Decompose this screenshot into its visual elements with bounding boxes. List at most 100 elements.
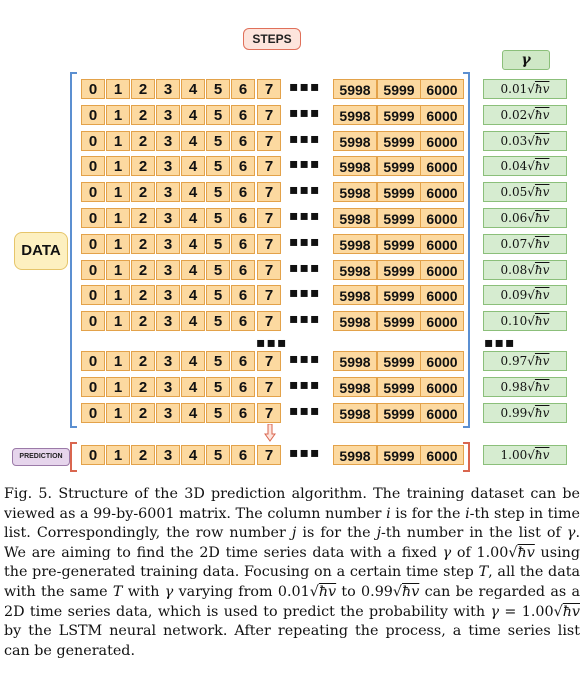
- gamma-ellipsis: ▪▪▪: [484, 335, 516, 351]
- sqrt-icon: √: [527, 82, 535, 96]
- step-cell: 2: [131, 351, 155, 371]
- gamma-value: 0.99√ħv: [483, 402, 567, 423]
- step-cell: 4: [181, 402, 205, 423]
- step-cell: 2: [131, 156, 155, 177]
- step-cell: 5998: [333, 445, 377, 465]
- step-cell: 1: [106, 104, 130, 125]
- step-cell: 4: [181, 156, 205, 177]
- step-cell: 2: [131, 182, 155, 203]
- step-cell: 1: [106, 233, 130, 254]
- step-cell: 1: [106, 156, 130, 177]
- step-cell: 0: [81, 445, 105, 465]
- step-cell: 2: [131, 311, 155, 332]
- step-cell: 5998: [333, 233, 377, 254]
- hbar-unit: ħv: [534, 354, 550, 368]
- gamma-value: 1.00√ħv: [483, 445, 567, 465]
- data-bracket-right: [463, 72, 470, 428]
- step-cell: 5999: [377, 376, 421, 397]
- step-cell: 5: [206, 311, 230, 332]
- step-cell: 1: [106, 445, 130, 465]
- step-cell: 6000: [420, 233, 464, 254]
- step-cell: 4: [181, 259, 205, 280]
- step-cell: 0: [81, 130, 105, 151]
- step-ellipsis: ▪▪▪: [289, 351, 321, 367]
- step-cell: 6000: [420, 130, 464, 151]
- step-cell: 3: [156, 376, 180, 397]
- step-cell: 0: [81, 402, 105, 423]
- step-ellipsis: ▪▪▪: [289, 156, 321, 173]
- step-ellipsis: ▪▪▪: [289, 79, 321, 95]
- step-cell: 6: [231, 402, 255, 423]
- hbar-unit: ħv: [534, 288, 550, 303]
- gamma-value: 0.03√ħv: [483, 130, 567, 151]
- step-cell: 6000: [420, 259, 464, 280]
- sqrt-icon: √: [527, 211, 535, 225]
- step-cell: 0: [81, 376, 105, 397]
- hbar-unit: ħv: [534, 448, 550, 462]
- step-cell: 2: [131, 233, 155, 254]
- step-cell: 5: [206, 351, 230, 371]
- data-bracket-left: [70, 72, 77, 428]
- figure-caption: Fig. 5. Structure of the 3D prediction a…: [4, 486, 581, 659]
- step-cell: 2: [131, 208, 155, 228]
- step-cell: 6000: [420, 311, 464, 332]
- step-cell: 7: [257, 130, 281, 151]
- gamma-number: 0.10: [500, 314, 528, 329]
- step-cell: 7: [257, 156, 281, 177]
- step-cell: 5999: [377, 311, 421, 332]
- step-cell: 2: [131, 285, 155, 306]
- data-label: DATA: [14, 232, 68, 270]
- step-cell: 5999: [377, 104, 421, 125]
- step-cell: 7: [257, 402, 281, 423]
- step-cell: 6000: [420, 156, 464, 177]
- sqrt-icon: √: [527, 159, 535, 174]
- step-cell: 7: [257, 376, 281, 397]
- prediction-bracket-left: [70, 442, 77, 472]
- hbar-unit: ħv: [534, 107, 550, 122]
- gamma-value: 0.07√ħv: [483, 233, 567, 254]
- step-cell: 0: [81, 259, 105, 280]
- step-cell: 4: [181, 233, 205, 254]
- step-cell: 6: [231, 311, 255, 332]
- step-cell: 4: [181, 351, 205, 371]
- gamma-number: 0.09: [500, 288, 528, 303]
- step-cell: 3: [156, 233, 180, 254]
- step-cell: 2: [131, 259, 155, 280]
- step-cell: 6000: [420, 208, 464, 228]
- gamma-value: 0.09√ħv: [483, 285, 567, 306]
- sqrt-icon: √: [527, 236, 535, 251]
- step-cell: 6: [231, 445, 255, 465]
- step-ellipsis: ▪▪▪: [289, 376, 321, 393]
- step-cell: 3: [156, 445, 180, 465]
- step-cell: 5999: [377, 79, 421, 99]
- gamma-number: 0.04: [500, 159, 528, 174]
- gamma-value: 0.98√ħv: [483, 376, 567, 397]
- step-cell: 5999: [377, 156, 421, 177]
- hbar-unit: ħv: [534, 314, 550, 329]
- step-cell: 7: [257, 311, 281, 332]
- step-cell: 7: [257, 259, 281, 280]
- step-cell: 5: [206, 156, 230, 177]
- step-cell: 6000: [420, 182, 464, 203]
- hbar-unit: ħv: [534, 82, 550, 96]
- step-ellipsis: ▪▪▪: [289, 445, 321, 461]
- step-cell: 6: [231, 208, 255, 228]
- step-cell: 5: [206, 79, 230, 99]
- step-ellipsis: ▪▪▪: [289, 130, 321, 147]
- step-cell: 5999: [377, 208, 421, 228]
- step-cell: 1: [106, 79, 130, 99]
- step-cell: 3: [156, 104, 180, 125]
- step-cell: 3: [156, 259, 180, 280]
- step-cell: 6000: [420, 376, 464, 397]
- hbar-unit: ħv: [534, 236, 550, 251]
- step-cell: 1: [106, 351, 130, 371]
- step-ellipsis: ▪▪▪: [289, 233, 321, 250]
- step-cell: 4: [181, 104, 205, 125]
- step-cell: 5998: [333, 311, 377, 332]
- step-cell: 2: [131, 402, 155, 423]
- step-cell: 2: [131, 376, 155, 397]
- sqrt-icon: √: [527, 288, 535, 303]
- prediction-bracket-right: [463, 442, 470, 472]
- step-cell: 5998: [333, 104, 377, 125]
- step-cell: 2: [131, 79, 155, 99]
